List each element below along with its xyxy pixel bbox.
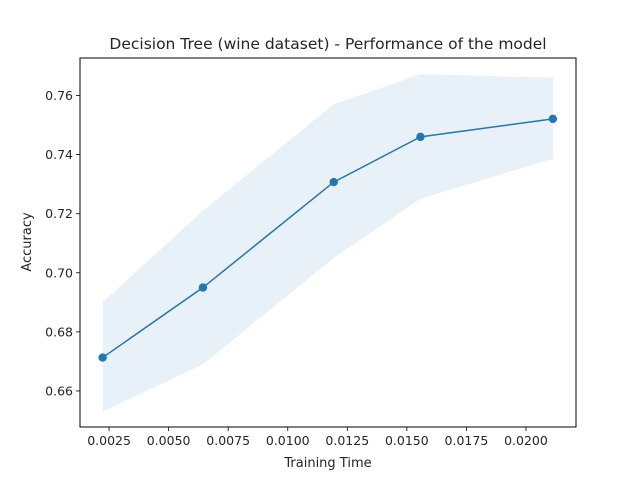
data-point xyxy=(548,114,558,124)
data-point xyxy=(198,283,208,292)
plot-area xyxy=(98,74,558,412)
x-tick-label: 0.0025 xyxy=(87,433,131,448)
data-point xyxy=(98,353,107,362)
y-tick-label: 0.76 xyxy=(45,88,73,103)
y-tick-label: 0.68 xyxy=(45,324,73,339)
y-tick-label: 0.74 xyxy=(45,147,73,162)
x-axis: 0.0025 0.0050 0.0075 0.0100 0.0125 0.0150 0.01… xyxy=(87,427,548,448)
y-tick-label: 0.66 xyxy=(45,383,73,398)
confidence-band xyxy=(102,74,553,412)
x-tick-label: 0.0100 xyxy=(266,433,310,448)
y-axis: 0.66 0.68 0.70 0.72 0.74 0.76 xyxy=(45,88,80,398)
x-tick-label: 0.0050 xyxy=(147,433,191,448)
chart-title: Decision Tree (wine dataset) - Performan… xyxy=(109,35,546,53)
y-axis-label: Accuracy xyxy=(20,212,35,272)
data-point xyxy=(416,132,425,142)
y-tick-label: 0.72 xyxy=(45,206,73,221)
data-point xyxy=(329,177,338,187)
x-axis-label: Training Time xyxy=(283,456,371,471)
x-tick-label: 0.0150 xyxy=(385,433,429,448)
x-tick-label: 0.0200 xyxy=(504,433,548,448)
y-tick-label: 0.70 xyxy=(45,265,73,280)
x-tick-label: 0.0125 xyxy=(325,433,369,448)
plot-frame xyxy=(79,57,577,428)
x-tick-label: 0.0175 xyxy=(445,433,489,448)
x-tick-label: 0.0075 xyxy=(206,433,250,448)
